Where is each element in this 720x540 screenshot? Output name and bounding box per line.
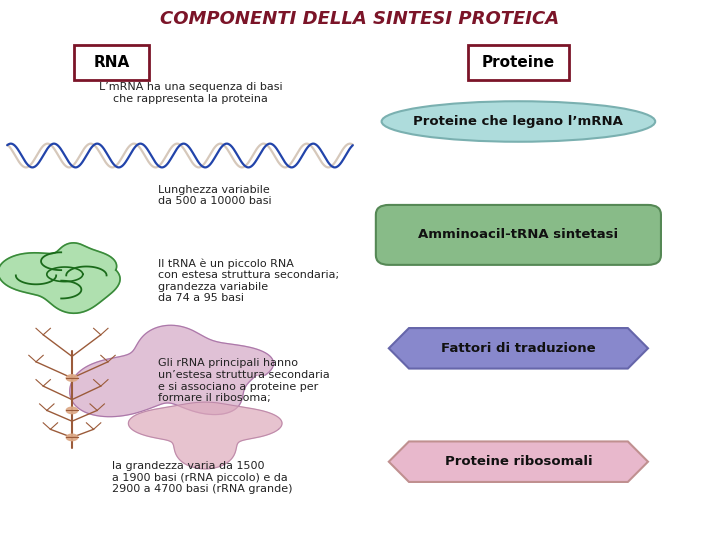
- Text: Proteine ribosomali: Proteine ribosomali: [444, 455, 593, 468]
- Polygon shape: [66, 434, 78, 441]
- Polygon shape: [389, 442, 648, 482]
- Text: Proteine che legano l’mRNA: Proteine che legano l’mRNA: [413, 115, 624, 128]
- Text: RNA: RNA: [94, 55, 130, 70]
- Polygon shape: [66, 375, 78, 381]
- Polygon shape: [128, 402, 282, 469]
- Polygon shape: [389, 328, 648, 368]
- Text: Lunghezza variabile
da 500 a 10000 basi: Lunghezza variabile da 500 a 10000 basi: [158, 185, 272, 206]
- FancyBboxPatch shape: [73, 45, 150, 79]
- Ellipse shape: [382, 102, 655, 141]
- Polygon shape: [70, 325, 274, 417]
- FancyBboxPatch shape: [376, 205, 661, 265]
- Text: Gli rRNA principali hanno
un’estesa struttura secondaria
e si associano a protei: Gli rRNA principali hanno un’estesa stru…: [158, 359, 330, 403]
- Text: Proteine: Proteine: [482, 55, 555, 70]
- Text: Amminoacil-tRNA sintetasi: Amminoacil-tRNA sintetasi: [418, 228, 618, 241]
- Polygon shape: [66, 407, 78, 414]
- Text: Fattori di traduzione: Fattori di traduzione: [441, 342, 595, 355]
- Text: L’mRNA ha una sequenza di basi
che rappresenta la proteina: L’mRNA ha una sequenza di basi che rappr…: [99, 82, 283, 104]
- Polygon shape: [0, 243, 120, 313]
- Text: Il tRNA è un piccolo RNA
con estesa struttura secondaria;
grandezza variabile
da: Il tRNA è un piccolo RNA con estesa stru…: [158, 258, 340, 303]
- FancyBboxPatch shape: [468, 45, 569, 79]
- Text: la grandezza varia da 1500
a 1900 basi (rRNA piccolo) e da
2900 a 4700 basi (rRN: la grandezza varia da 1500 a 1900 basi (…: [112, 461, 292, 495]
- Text: COMPONENTI DELLA SINTESI PROTEICA: COMPONENTI DELLA SINTESI PROTEICA: [161, 10, 559, 28]
